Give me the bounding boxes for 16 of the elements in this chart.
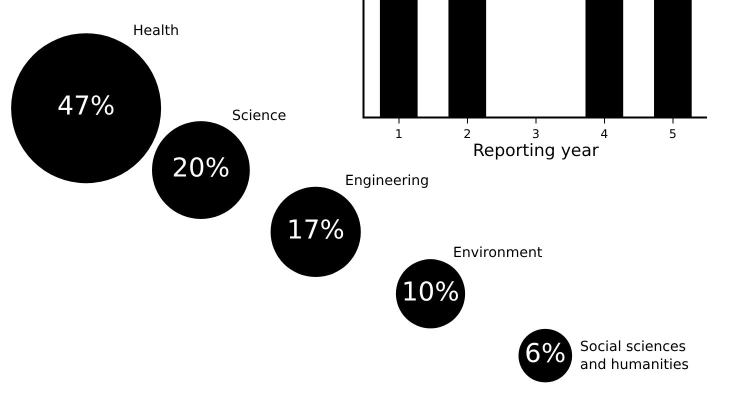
category-label: Environment — [453, 245, 543, 261]
x-tick-label: 5 — [669, 126, 677, 141]
x-tick-label: 4 — [600, 126, 608, 141]
x-tick-label: 1 — [394, 126, 403, 141]
category-label: Social sciences and humanities — [580, 339, 689, 374]
data-label: 17% — [286, 215, 345, 246]
data-label: 10% — [402, 277, 460, 308]
category-label: Health — [133, 23, 179, 39]
x-tick-label: 2 — [463, 126, 472, 141]
data-label: 6% — [524, 339, 566, 370]
x-axis-title: Reporting year — [472, 140, 599, 161]
category-label: Science — [232, 108, 286, 124]
x-tick-label: 3 — [532, 126, 540, 141]
data-label: 47% — [57, 92, 115, 122]
category-label: Engineering — [345, 173, 429, 189]
data-label: 20% — [172, 154, 230, 184]
